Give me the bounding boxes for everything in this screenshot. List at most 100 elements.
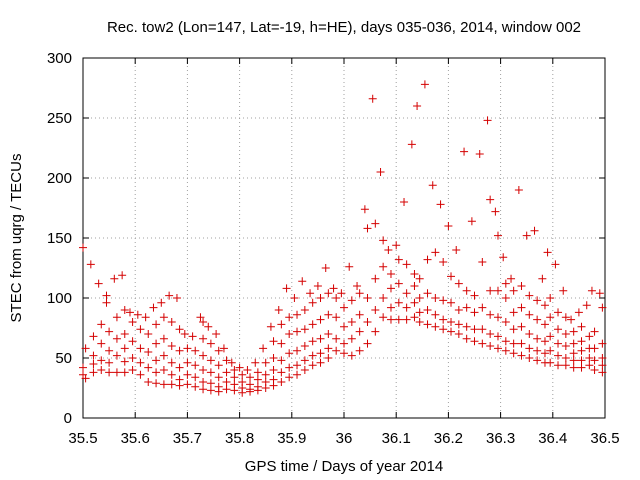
x-tick-label: 36.1 <box>382 430 411 447</box>
data-point <box>219 344 228 353</box>
data-point <box>462 334 471 343</box>
data-point <box>400 198 409 206</box>
data-point <box>105 368 114 377</box>
data-point <box>478 339 487 348</box>
data-point <box>144 378 153 386</box>
data-point <box>402 289 411 298</box>
data-point <box>410 282 419 290</box>
data-point <box>567 315 576 324</box>
data-point <box>551 260 560 269</box>
data-point <box>128 354 137 362</box>
data-point <box>454 320 463 329</box>
data-point <box>159 366 168 374</box>
data-point <box>394 315 403 324</box>
data-point <box>439 315 448 324</box>
data-point <box>514 186 523 194</box>
data-point <box>598 354 607 362</box>
data-point <box>199 366 208 374</box>
data-point <box>533 296 542 305</box>
data-point <box>590 327 599 336</box>
data-point <box>525 354 534 362</box>
data-point <box>332 313 341 322</box>
data-point <box>112 313 121 322</box>
data-point <box>363 294 372 302</box>
data-point <box>199 318 208 326</box>
data-point <box>141 313 150 322</box>
data-point <box>371 306 380 314</box>
data-point <box>415 274 424 283</box>
data-point <box>204 322 213 331</box>
x-tick-label: 35.8 <box>225 430 254 447</box>
data-point <box>316 349 325 358</box>
data-point <box>97 320 106 329</box>
data-point <box>585 361 594 370</box>
data-point <box>493 231 502 240</box>
data-point <box>206 356 215 365</box>
data-point <box>444 222 453 230</box>
data-point <box>347 318 356 326</box>
data-point <box>394 255 403 264</box>
data-point <box>112 334 121 343</box>
data-point <box>590 344 599 353</box>
data-point <box>206 379 215 388</box>
x-tick-label: 36.3 <box>486 430 515 447</box>
data-point <box>167 318 176 326</box>
data-point <box>238 370 247 379</box>
x-tick-label: 36.2 <box>434 430 463 447</box>
data-point <box>517 303 526 312</box>
data-point <box>277 320 286 329</box>
data-point <box>386 284 395 293</box>
data-point <box>105 346 114 355</box>
data-point <box>392 241 401 250</box>
data-point <box>102 291 111 300</box>
data-point <box>561 342 570 350</box>
data-point <box>285 363 294 372</box>
data-point <box>175 346 184 355</box>
data-point <box>120 344 129 353</box>
data-point <box>89 360 98 368</box>
data-point <box>467 217 476 226</box>
data-point <box>423 306 432 314</box>
data-point <box>324 289 333 298</box>
data-point <box>486 310 495 319</box>
data-point <box>136 344 145 353</box>
data-point <box>355 327 364 336</box>
data-point <box>423 255 432 264</box>
y-tick-label: 50 <box>55 350 72 367</box>
data-point <box>222 368 231 377</box>
data-point <box>347 351 356 360</box>
data-point <box>546 358 555 367</box>
data-point <box>486 195 495 204</box>
data-point <box>439 258 448 266</box>
data-point <box>300 325 309 334</box>
data-point <box>478 325 487 334</box>
data-point <box>355 310 364 319</box>
data-point <box>470 308 479 317</box>
y-tick-label: 100 <box>47 290 72 307</box>
data-point <box>199 378 208 386</box>
data-point <box>282 284 291 293</box>
data-point <box>509 286 518 295</box>
x-tick-label: 36.4 <box>538 430 567 447</box>
data-point <box>261 384 270 392</box>
data-point <box>577 346 586 355</box>
data-point <box>329 284 338 293</box>
data-point <box>493 332 502 341</box>
data-point <box>475 150 484 158</box>
data-point <box>525 291 534 300</box>
data-point <box>436 200 445 209</box>
data-point <box>598 368 607 377</box>
data-point <box>191 382 200 391</box>
data-point <box>561 361 570 370</box>
data-point <box>410 270 419 278</box>
data-point <box>415 294 424 302</box>
y-tick-label: 300 <box>47 50 72 67</box>
data-point <box>266 322 275 331</box>
data-point <box>415 318 424 326</box>
data-point <box>447 272 456 281</box>
data-point <box>470 291 479 300</box>
data-point <box>300 356 309 365</box>
data-point <box>144 330 153 338</box>
data-point <box>324 330 333 338</box>
data-point <box>112 368 121 377</box>
